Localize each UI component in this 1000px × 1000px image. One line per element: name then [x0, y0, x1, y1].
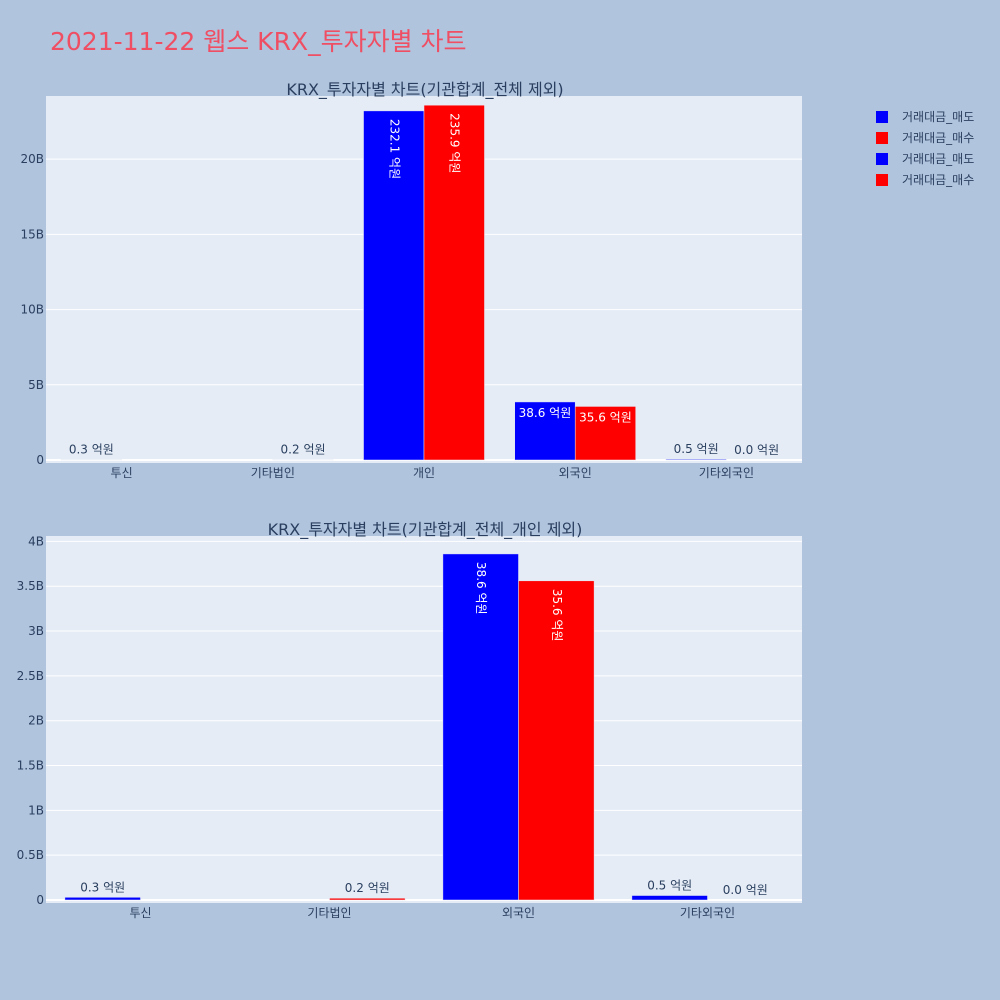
legend-item[interactable]: 거래대금_매도 — [876, 148, 974, 169]
bar-data-label: 235.9 억원 — [448, 113, 462, 173]
x-tick-label: 투신 — [129, 906, 151, 920]
bar-data-label: 38.6 억원 — [519, 406, 572, 420]
y-tick-label: 1.5B — [17, 759, 44, 773]
y-tick-label: 20B — [20, 152, 44, 166]
bar-data-label: 0.3 억원 — [80, 880, 125, 894]
legend-label: 거래대금_매수 — [902, 173, 975, 187]
y-tick-label: 2.5B — [17, 669, 44, 683]
y-tick-label: 5B — [28, 378, 44, 392]
x-tick-label: 투신 — [111, 466, 133, 480]
legend-label: 거래대금_매도 — [902, 152, 975, 166]
bar-data-label: 232.1 억원 — [387, 119, 401, 179]
legend-label: 거래대금_매수 — [902, 131, 975, 145]
bar-data-label: 0.0 억원 — [723, 883, 768, 897]
bar-data-label: 38.6 억원 — [474, 562, 488, 615]
chart-title: KRX_투자자별 차트(기관합계_전체 제외) — [286, 80, 563, 100]
y-tick-label: 2B — [28, 714, 44, 728]
x-tick-label: 외국인 — [559, 466, 592, 480]
y-tick-label: 15B — [20, 227, 44, 241]
y-tick-label: 4B — [28, 534, 44, 548]
bar — [518, 580, 595, 901]
legend-item[interactable]: 거래대금_매도 — [876, 106, 974, 127]
bar-data-label: 0.5 억원 — [647, 879, 692, 893]
x-tick-label: 기타외국인 — [699, 466, 754, 480]
legend-item[interactable]: 거래대금_매수 — [876, 169, 974, 190]
y-tick-label: 0 — [36, 893, 44, 907]
plot-area — [46, 536, 802, 903]
bar-data-label: 0.2 억원 — [281, 443, 326, 457]
y-tick-label: 1B — [28, 803, 44, 817]
bar — [64, 897, 141, 901]
y-tick-label: 0 — [36, 453, 44, 467]
bar — [423, 104, 485, 461]
y-tick-label: 10B — [20, 303, 44, 317]
chart-title: KRX_투자자별 차트(기관합계_전체_개인 제외) — [268, 520, 583, 540]
bar-data-label: 0.0 억원 — [734, 443, 779, 457]
legend-item[interactable]: 거래대금_매수 — [876, 127, 974, 148]
x-tick-label: 기타외국인 — [680, 906, 735, 920]
bar-data-label: 0.5 억원 — [674, 442, 719, 456]
y-tick-label: 0.5B — [17, 848, 44, 862]
x-tick-label: 기타법인 — [251, 466, 295, 480]
bar-data-label: 35.6 억원 — [579, 410, 632, 424]
legend-swatch-icon — [876, 110, 888, 123]
x-tick-label: 외국인 — [502, 906, 535, 920]
legend-swatch-icon — [876, 131, 888, 144]
bar — [514, 401, 576, 461]
bar — [329, 897, 406, 901]
bar — [363, 110, 425, 461]
y-tick-label: 3B — [28, 624, 44, 638]
x-tick-label: 개인 — [413, 466, 435, 480]
y-tick-label: 3.5B — [17, 579, 44, 593]
legend-swatch-icon — [876, 152, 888, 165]
bar-data-label: 0.3 억원 — [69, 443, 114, 457]
legend[interactable]: 거래대금_매도 거래대금_매수 거래대금_매도 거래대금_매수 — [876, 106, 974, 190]
bar-data-label: 35.6 억원 — [550, 589, 564, 642]
bar — [631, 895, 708, 901]
legend-swatch-icon — [876, 173, 888, 186]
bar-data-label: 0.2 억원 — [345, 881, 390, 895]
page-title: 2021-11-22 웹스 KRX_투자자별 차트 — [50, 27, 467, 56]
bar — [665, 458, 727, 461]
bar — [574, 406, 636, 461]
x-tick-label: 기타법인 — [307, 906, 351, 920]
bar — [442, 553, 519, 901]
legend-label: 거래대금_매도 — [902, 110, 975, 124]
